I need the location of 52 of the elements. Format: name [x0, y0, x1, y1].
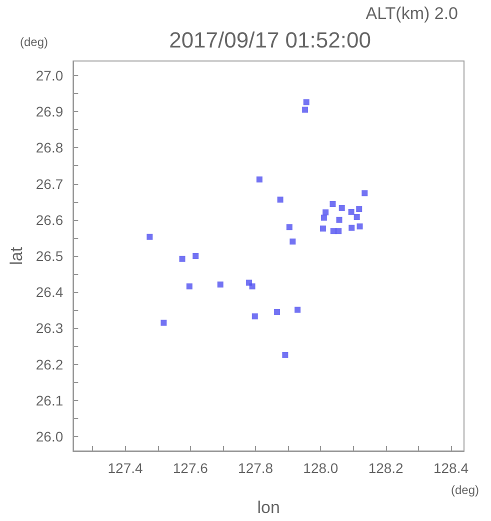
text: (deg): [450, 483, 480, 497]
point: [186, 283, 192, 290]
chart-title: 2017/09/17 01:52:00: [169, 28, 371, 52]
y-tick-label: 26.3: [36, 320, 64, 336]
y-tick-label: 26.0: [36, 428, 64, 445]
point: [356, 206, 362, 212]
point: [277, 196, 284, 203]
x-tick-label: 128.2: [368, 460, 404, 476]
point: [322, 209, 329, 216]
x-tick-label: 127.8: [238, 460, 274, 476]
y-tick-label: 27.0: [36, 67, 64, 84]
point: [192, 253, 199, 259]
y-tick-label: 26.4: [36, 284, 64, 300]
y-tick-label: 26.1: [36, 392, 64, 408]
point: [274, 308, 280, 315]
x-tick-label: 128.4: [433, 460, 469, 476]
point: [330, 201, 336, 207]
point: [179, 256, 186, 262]
point: [249, 283, 256, 290]
point: [356, 223, 363, 230]
point: [252, 313, 258, 320]
x-tick-label: 128.0: [303, 460, 338, 476]
y-tick-label: 26.8: [36, 140, 64, 156]
point: [294, 306, 301, 313]
x-tick-label: 127.4: [108, 460, 143, 476]
point: [320, 226, 326, 232]
point: [160, 320, 167, 326]
x-tick-label: 127.6: [172, 460, 208, 476]
point: [217, 282, 224, 288]
x-axis-title: lon: [257, 498, 280, 517]
point: [302, 106, 308, 113]
y-tick-label: 26.5: [36, 248, 64, 264]
y-tick-label: 26.2: [36, 356, 64, 372]
text: (deg): [20, 35, 48, 49]
point: [362, 190, 368, 196]
point: [282, 352, 288, 358]
point: [336, 228, 342, 234]
y-tick-label: 26.7: [36, 176, 64, 192]
point: [348, 208, 354, 215]
point: [348, 224, 355, 231]
y-tick-label: 26.6: [36, 212, 64, 228]
point: [303, 99, 310, 106]
point: [354, 214, 360, 220]
point: [336, 216, 342, 223]
point: [146, 234, 153, 240]
y-tick-label: 26.9: [36, 104, 64, 120]
point: [290, 238, 296, 245]
y-axis-title: lat: [7, 246, 26, 265]
point: [256, 176, 262, 182]
chart-subtitle: ALT(km) 2.0: [366, 4, 458, 23]
point: [338, 204, 345, 211]
point: [286, 224, 292, 230]
